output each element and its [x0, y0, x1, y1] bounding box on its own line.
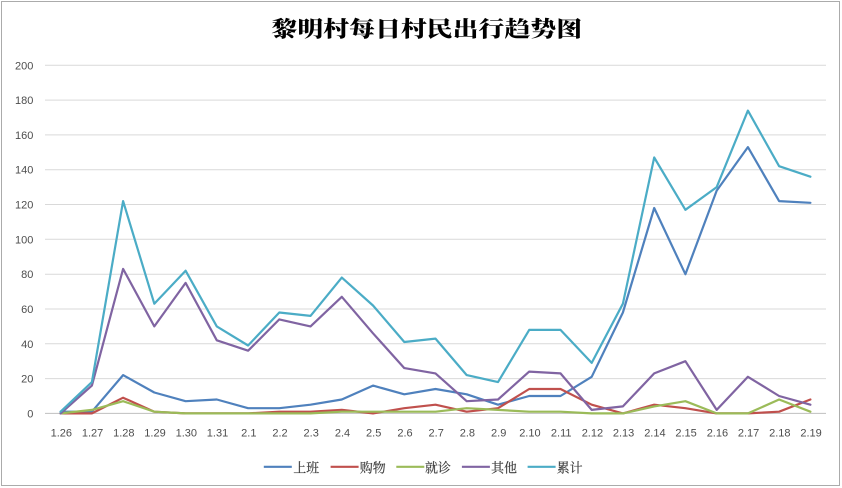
svg-text:2.1: 2.1 [241, 428, 256, 440]
svg-text:160: 160 [15, 130, 33, 142]
svg-text:2.14: 2.14 [644, 428, 665, 440]
svg-text:100: 100 [15, 234, 33, 246]
svg-text:1.30: 1.30 [176, 428, 197, 440]
svg-text:1.29: 1.29 [144, 428, 165, 440]
svg-text:40: 40 [21, 339, 33, 351]
svg-text:60: 60 [21, 304, 33, 316]
svg-text:2.12: 2.12 [582, 428, 603, 440]
svg-text:2.6: 2.6 [397, 428, 412, 440]
svg-text:1.26: 1.26 [51, 428, 72, 440]
svg-text:2.18: 2.18 [769, 428, 790, 440]
svg-text:1.28: 1.28 [113, 428, 134, 440]
svg-text:2.7: 2.7 [429, 428, 444, 440]
svg-text:0: 0 [27, 408, 33, 420]
svg-text:2.19: 2.19 [800, 428, 821, 440]
svg-text:2.17: 2.17 [738, 428, 759, 440]
svg-text:2.10: 2.10 [519, 428, 540, 440]
svg-text:2.9: 2.9 [491, 428, 506, 440]
svg-text:1.27: 1.27 [82, 428, 103, 440]
svg-text:2.2: 2.2 [272, 428, 287, 440]
svg-text:120: 120 [15, 200, 33, 212]
svg-text:2.15: 2.15 [675, 428, 696, 440]
svg-text:2.5: 2.5 [366, 428, 381, 440]
svg-text:2.11: 2.11 [551, 428, 572, 440]
svg-text:180: 180 [15, 95, 33, 107]
svg-text:200: 200 [15, 60, 33, 72]
svg-text:1.31: 1.31 [207, 428, 228, 440]
svg-text:2.16: 2.16 [707, 428, 728, 440]
svg-text:80: 80 [21, 269, 33, 281]
svg-text:2.4: 2.4 [335, 428, 350, 440]
svg-text:2.3: 2.3 [304, 428, 319, 440]
svg-text:2.8: 2.8 [460, 428, 475, 440]
svg-text:20: 20 [21, 374, 33, 386]
svg-text:140: 140 [15, 165, 33, 177]
svg-text:2.13: 2.13 [613, 428, 634, 440]
